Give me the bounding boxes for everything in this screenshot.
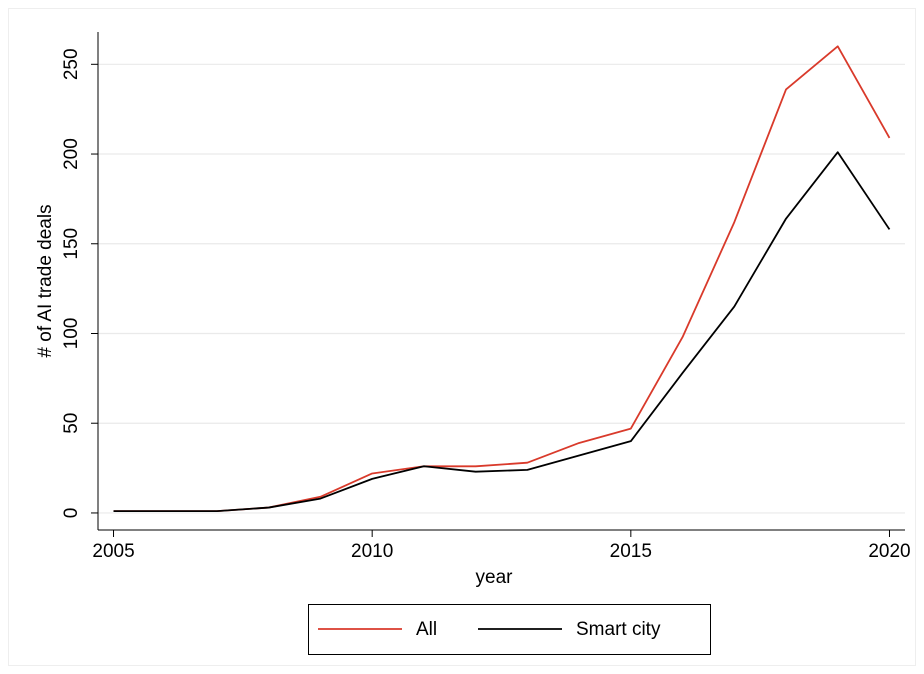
y-tick-label: 50: [61, 413, 82, 434]
legend-label: All: [416, 619, 437, 640]
series-line: [113, 151, 891, 513]
y-tick-label: 0: [61, 508, 82, 519]
x-tick-label: 2005: [92, 541, 134, 562]
x-axis-label: year: [476, 567, 514, 588]
x-tick-label: 2010: [351, 541, 393, 562]
y-tick-label: 100: [61, 318, 82, 350]
frame: [8, 8, 916, 666]
y-tick-label: 250: [61, 48, 82, 80]
x-tick-label: 2020: [868, 541, 910, 562]
y-tick-label: 200: [61, 138, 82, 170]
y-axis-label: # of AI trade deals: [35, 204, 56, 357]
legend-label: Smart city: [576, 619, 661, 640]
x-tick-label: 2015: [610, 541, 652, 562]
y-tick-label: 150: [61, 228, 82, 260]
